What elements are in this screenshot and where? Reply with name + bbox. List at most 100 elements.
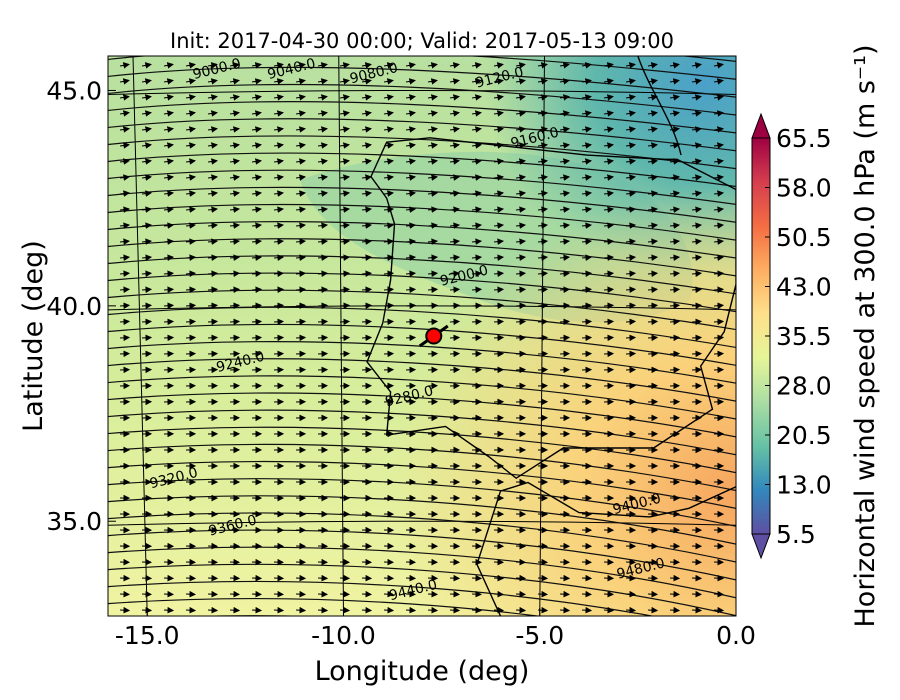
wind-vector (669, 78, 680, 85)
wind-vector (251, 126, 262, 133)
wind-vector (317, 190, 329, 197)
wind-vector (581, 158, 593, 165)
wind-vector (581, 318, 593, 326)
wind-vector (383, 286, 395, 294)
wind-vector (647, 110, 658, 117)
contour-line (108, 375, 736, 420)
wind-vector (625, 270, 637, 277)
wind-vector (163, 302, 175, 310)
wind-vector (471, 254, 483, 261)
wind-vector (647, 62, 658, 69)
wind-vector (163, 94, 174, 101)
wind-vector (405, 142, 416, 149)
wind-vector (691, 78, 702, 85)
wind-vector (185, 286, 197, 294)
x-axis-label: Longitude (deg) (315, 656, 530, 687)
wind-vector (251, 62, 262, 69)
wind-vector (273, 142, 284, 149)
wind-vector (229, 318, 241, 326)
wind-vector (273, 126, 284, 133)
wind-vector (603, 270, 615, 277)
contour-line (108, 83, 736, 116)
wind-vector (603, 78, 614, 85)
wind-vector (625, 318, 637, 326)
wind-vector (339, 158, 351, 165)
wind-vector (141, 270, 153, 277)
wind-vector (119, 334, 131, 342)
wind-vector (361, 190, 373, 197)
contour-line (108, 409, 736, 456)
wind-vector (383, 142, 394, 149)
wind-vector (361, 318, 373, 326)
wind-vector (141, 78, 152, 85)
wind-vector (427, 270, 439, 277)
location-marker (418, 324, 449, 348)
wind-vector (251, 190, 263, 197)
wind-vector (185, 174, 197, 181)
wind-vector (383, 334, 395, 342)
wind-vector (141, 62, 152, 69)
contour-line (108, 323, 736, 366)
wind-vector (647, 238, 659, 245)
wind-vector (229, 94, 240, 101)
wind-vector (515, 238, 527, 245)
wind-vector (141, 190, 153, 197)
wind-vector (119, 286, 131, 294)
wind-vector (295, 126, 306, 133)
wind-vector (163, 222, 175, 229)
wind-vector (229, 286, 241, 294)
wind-vector (141, 254, 153, 261)
wind-vector (339, 286, 351, 294)
wind-vector (317, 158, 329, 165)
wind-vector (383, 110, 394, 117)
wind-vector (559, 238, 571, 245)
contour-line (108, 341, 736, 384)
wind-vector (713, 254, 725, 261)
wind-vector (163, 158, 175, 165)
wind-vector (449, 254, 461, 261)
wind-vector (361, 334, 373, 342)
wind-vector (229, 110, 240, 117)
wind-vector (119, 110, 130, 117)
wind-vector (383, 206, 395, 213)
wind-vector (581, 302, 593, 310)
wind-vector (141, 222, 153, 229)
wind-vector (537, 78, 548, 85)
wind-vector (185, 318, 197, 326)
wind-vector (185, 142, 196, 149)
wind-vector (625, 174, 637, 181)
wind-vector (295, 110, 306, 117)
wind-vector (449, 238, 461, 245)
chart-title: Init: 2017-04-30 00:00; Valid: 2017-05-1… (170, 29, 674, 53)
wind-vector (317, 110, 328, 117)
wind-vector (691, 606, 703, 614)
wind-vector (207, 126, 218, 133)
wind-vector (669, 190, 681, 197)
marker-point (425, 327, 443, 345)
wind-vector (295, 318, 307, 326)
contour-line (108, 358, 736, 402)
wind-vector (119, 270, 131, 277)
wind-vector (669, 318, 681, 326)
wind-vector (141, 334, 153, 342)
wind-vector (339, 302, 351, 310)
wind-vector (515, 286, 527, 294)
wind-vector (669, 158, 681, 165)
wind-vector (713, 302, 725, 310)
wind-vector (559, 334, 571, 342)
wind-vector (691, 222, 703, 229)
x-tick-label: -15.0 (115, 621, 180, 650)
wind-vector (625, 238, 637, 245)
wind-vector (141, 174, 153, 181)
wind-vector (449, 190, 461, 197)
wind-vector (317, 142, 328, 149)
wind-vector (339, 254, 351, 261)
wind-vector (361, 206, 373, 213)
wind-vector (713, 174, 725, 181)
wind-vector (163, 110, 174, 117)
wind-vector (471, 206, 483, 213)
wind-vector (537, 110, 548, 117)
wind-vector (493, 190, 505, 197)
wind-vector (339, 270, 351, 277)
wind-vector (185, 78, 196, 85)
